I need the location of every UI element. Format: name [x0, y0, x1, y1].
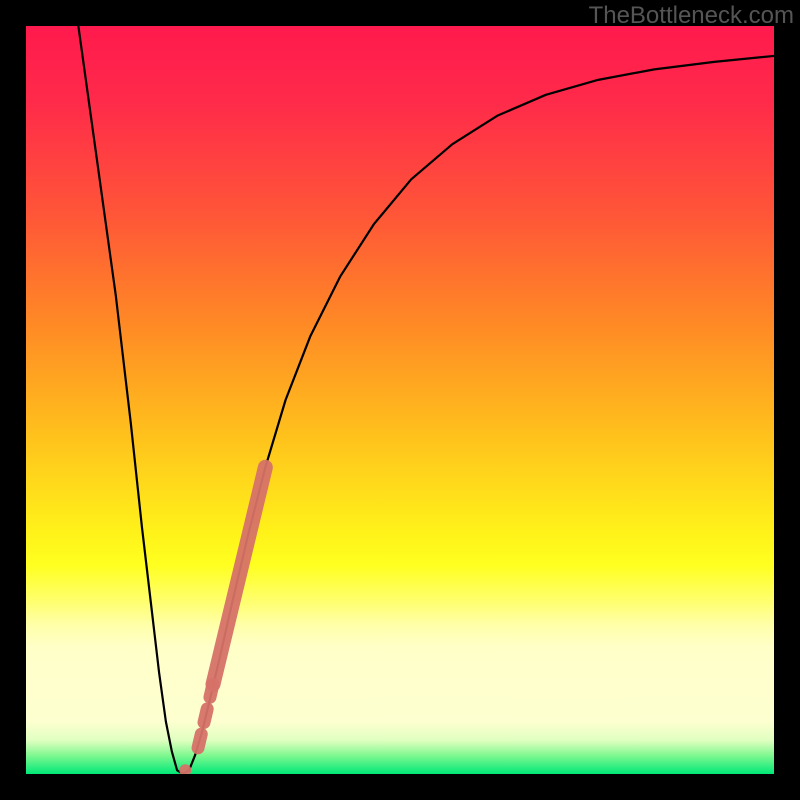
chart-container: TheBottleneck.com — [0, 0, 800, 800]
watermark-text: TheBottleneck.com — [589, 2, 794, 30]
bottleneck-chart — [0, 0, 800, 800]
plot-background — [26, 26, 774, 774]
